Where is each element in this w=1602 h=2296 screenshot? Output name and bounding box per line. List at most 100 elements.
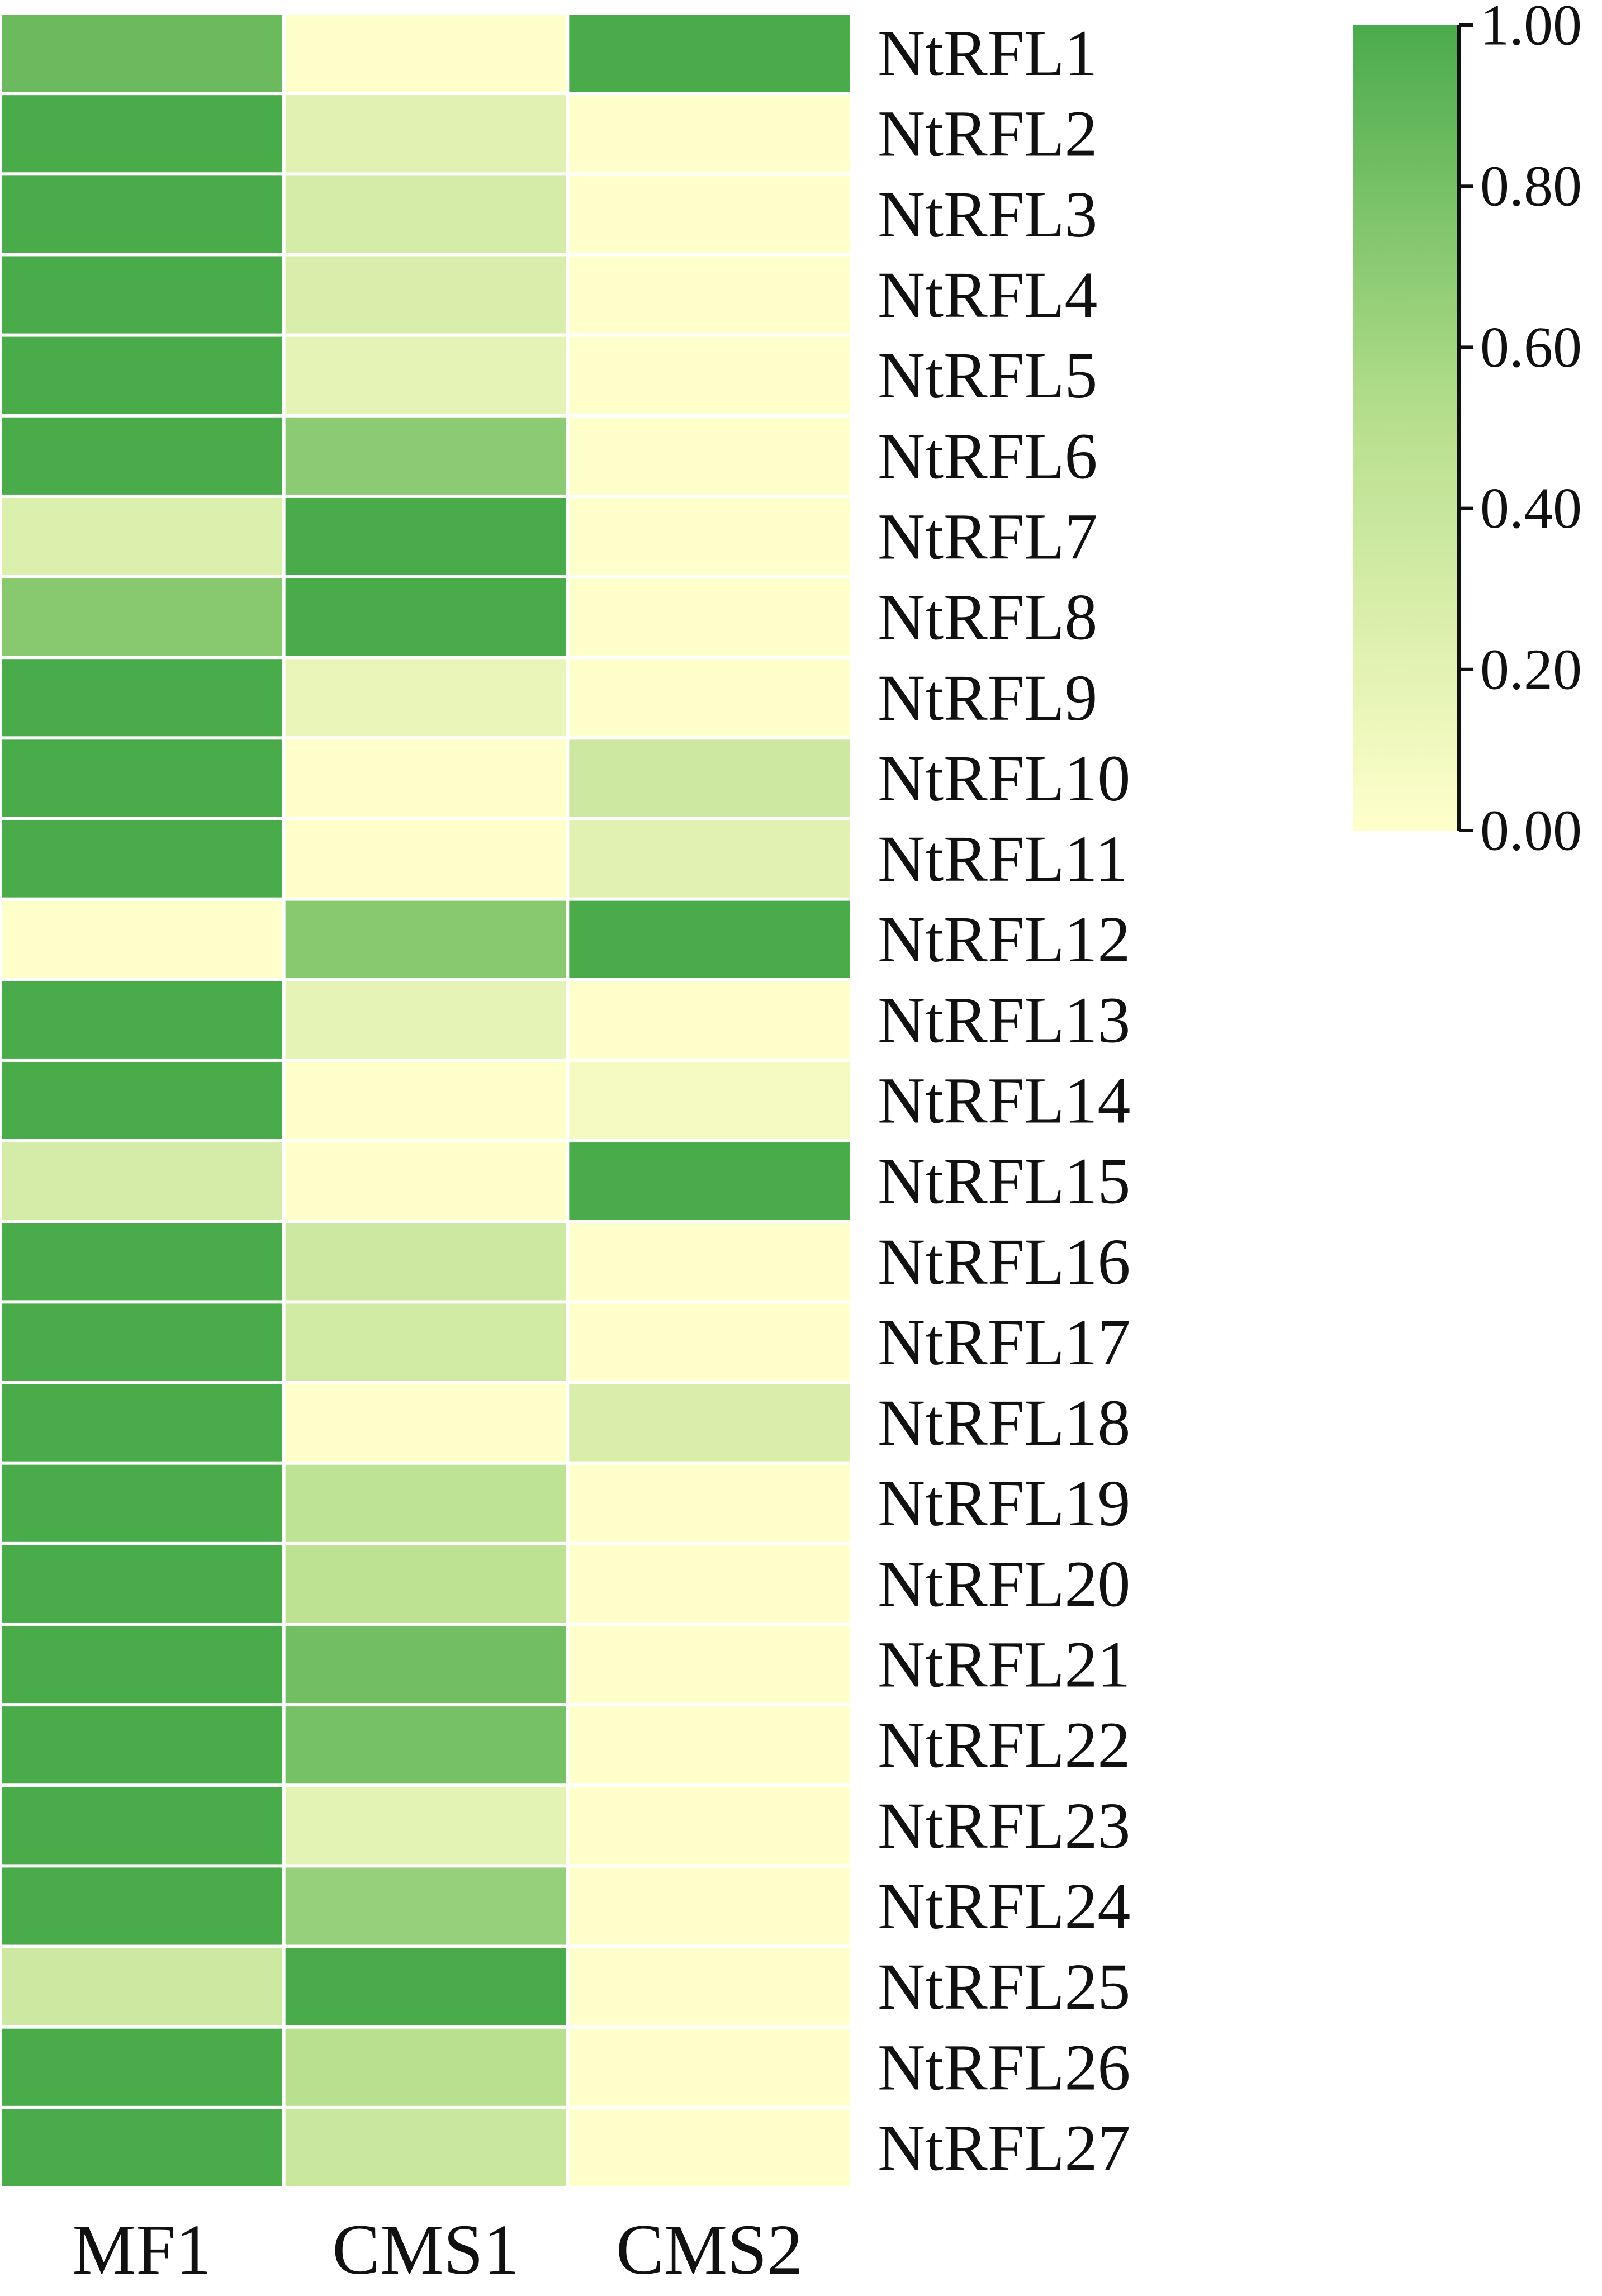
heatmap-cell-ntrfl22-cms2 xyxy=(569,1706,850,1784)
heatmap-cell-ntrfl27-cms2 xyxy=(569,2109,850,2186)
heatmap-cell-ntrfl9-mf1 xyxy=(2,659,282,737)
heatmap-cell-ntrfl16-cms1 xyxy=(285,1223,566,1301)
heatmap-cell-ntrfl22-mf1 xyxy=(2,1706,282,1784)
row-label-ntrfl4: NtRFL4 xyxy=(878,258,1097,331)
heatmap-cell-ntrfl15-mf1 xyxy=(2,1142,282,1220)
row-label-ntrfl21: NtRFL21 xyxy=(878,1628,1130,1701)
heatmap-cell-ntrfl24-cms2 xyxy=(569,1867,850,1945)
heatmap-cell-ntrfl5-mf1 xyxy=(2,336,282,414)
heatmap-cell-ntrfl18-cms2 xyxy=(569,1384,850,1462)
heatmap-cell-ntrfl14-cms1 xyxy=(285,1061,566,1140)
heatmap-cell-ntrfl2-mf1 xyxy=(2,95,282,173)
heatmap-cell-ntrfl10-cms1 xyxy=(285,739,566,817)
column-label-cms2: CMS2 xyxy=(616,2210,803,2289)
row-label-ntrfl26: NtRFL26 xyxy=(878,2031,1130,2104)
heatmap-cell-ntrfl24-cms1 xyxy=(285,1867,566,1945)
heatmap-cell-ntrfl21-cms2 xyxy=(569,1625,850,1704)
heatmap-cell-ntrfl10-cms2 xyxy=(569,739,850,817)
row-label-ntrfl3: NtRFL3 xyxy=(878,178,1097,251)
row-label-ntrfl20: NtRFL20 xyxy=(878,1547,1130,1620)
row-label-ntrfl1: NtRFL1 xyxy=(878,17,1097,90)
heatmap-cell-ntrfl1-mf1 xyxy=(2,15,282,92)
heatmap-cell-ntrfl25-cms2 xyxy=(569,1948,850,2025)
heatmap-cell-ntrfl4-cms2 xyxy=(569,256,850,334)
heatmap-cell-ntrfl14-mf1 xyxy=(2,1061,282,1140)
column-label-cms1: CMS1 xyxy=(332,2210,519,2289)
heatmap-cell-ntrfl14-cms2 xyxy=(569,1061,850,1140)
heatmap-cell-ntrfl5-cms2 xyxy=(569,336,850,414)
heatmap-cell-ntrfl21-cms1 xyxy=(285,1625,566,1704)
heatmap-cell-ntrfl2-cms2 xyxy=(569,95,850,173)
column-label-mf1: MF1 xyxy=(72,2210,211,2289)
colorbar-tick-label: 0.20 xyxy=(1480,637,1582,701)
row-label-ntrfl22: NtRFL22 xyxy=(878,1709,1130,1782)
heatmap-cell-ntrfl11-cms1 xyxy=(285,820,566,898)
heatmap-cells xyxy=(2,15,850,2186)
heatmap-cell-ntrfl19-cms2 xyxy=(569,1464,850,1542)
heatmap-cell-ntrfl23-cms2 xyxy=(569,1787,850,1865)
heatmap-cell-ntrfl25-cms1 xyxy=(285,1948,566,2025)
heatmap-cell-ntrfl10-mf1 xyxy=(2,739,282,817)
heatmap-cell-ntrfl6-mf1 xyxy=(2,417,282,495)
heatmap-cell-ntrfl6-cms1 xyxy=(285,417,566,495)
heatmap-cell-ntrfl7-mf1 xyxy=(2,497,282,576)
heatmap-cell-ntrfl9-cms1 xyxy=(285,659,566,737)
heatmap-cell-ntrfl18-mf1 xyxy=(2,1384,282,1462)
heatmap-cell-ntrfl3-cms2 xyxy=(569,175,850,253)
heatmap-cell-ntrfl4-cms1 xyxy=(285,256,566,334)
heatmap-cell-ntrfl3-mf1 xyxy=(2,175,282,253)
heatmap-cell-ntrfl11-mf1 xyxy=(2,820,282,898)
row-label-ntrfl18: NtRFL18 xyxy=(878,1386,1130,1459)
heatmap-cell-ntrfl19-cms1 xyxy=(285,1464,566,1542)
colorbar-tick-label: 0.80 xyxy=(1480,154,1582,219)
colorbar-tick-label: 0.60 xyxy=(1480,315,1582,379)
heatmap-cell-ntrfl27-mf1 xyxy=(2,2109,282,2186)
heatmap-cell-ntrfl23-cms1 xyxy=(285,1787,566,1865)
heatmap-cell-ntrfl7-cms1 xyxy=(285,497,566,576)
heatmap-cell-ntrfl21-mf1 xyxy=(2,1625,282,1704)
colorbar-tick-label: 0.40 xyxy=(1480,476,1582,540)
heatmap-cell-ntrfl19-mf1 xyxy=(2,1464,282,1542)
colorbar-tick-label: 1.00 xyxy=(1480,0,1582,58)
heatmap-cell-ntrfl6-cms2 xyxy=(569,417,850,495)
row-label-ntrfl23: NtRFL23 xyxy=(878,1789,1130,1862)
heatmap-cell-ntrfl20-mf1 xyxy=(2,1545,282,1623)
heatmap-cell-ntrfl7-cms2 xyxy=(569,497,850,576)
heatmap-cell-ntrfl12-mf1 xyxy=(2,900,282,978)
heatmap-cell-ntrfl11-cms2 xyxy=(569,820,850,898)
row-label-ntrfl11: NtRFL11 xyxy=(878,822,1128,895)
heatmap-cell-ntrfl3-cms1 xyxy=(285,175,566,253)
heatmap-cell-ntrfl26-cms1 xyxy=(285,2028,566,2106)
row-label-ntrfl5: NtRFL5 xyxy=(878,339,1097,412)
colorbar-gradient xyxy=(1353,25,1459,831)
heatmap-cell-ntrfl9-cms2 xyxy=(569,659,850,737)
heatmap-cell-ntrfl18-cms1 xyxy=(285,1384,566,1462)
colorbar: 1.00 0.80 0.60 0.40 0.20 0.00 xyxy=(1353,0,1582,863)
heatmap-cell-ntrfl25-mf1 xyxy=(2,1948,282,2025)
heatmap-cell-ntrfl12-cms1 xyxy=(285,900,566,978)
row-label-ntrfl2: NtRFL2 xyxy=(878,97,1097,170)
colorbar-ticks: 1.00 0.80 0.60 0.40 0.20 0.00 xyxy=(1459,0,1582,863)
heatmap-cell-ntrfl20-cms1 xyxy=(285,1545,566,1623)
row-label-ntrfl8: NtRFL8 xyxy=(878,581,1097,654)
row-label-ntrfl7: NtRFL7 xyxy=(878,500,1097,573)
row-label-ntrfl19: NtRFL19 xyxy=(878,1467,1130,1540)
column-labels: MF1 CMS1 CMS2 xyxy=(72,2210,803,2289)
heatmap-cell-ntrfl12-cms2 xyxy=(569,900,850,978)
row-label-ntrfl16: NtRFL16 xyxy=(878,1225,1130,1298)
heatmap-cell-ntrfl23-mf1 xyxy=(2,1787,282,1865)
heatmap-cell-ntrfl26-cms2 xyxy=(569,2028,850,2106)
heatmap-cell-ntrfl17-cms1 xyxy=(285,1303,566,1381)
heatmap-cell-ntrfl16-mf1 xyxy=(2,1223,282,1301)
heatmap-cell-ntrfl16-cms2 xyxy=(569,1223,850,1301)
row-label-ntrfl6: NtRFL6 xyxy=(878,419,1097,492)
heatmap-cell-ntrfl27-cms1 xyxy=(285,2109,566,2186)
heatmap-cell-ntrfl8-cms1 xyxy=(285,578,566,656)
heatmap-cell-ntrfl17-cms2 xyxy=(569,1303,850,1381)
colorbar-tick-label: 0.00 xyxy=(1480,799,1582,863)
row-label-ntrfl13: NtRFL13 xyxy=(878,983,1130,1056)
row-label-ntrfl27: NtRFL27 xyxy=(878,2111,1130,2184)
heatmap-cell-ntrfl17-mf1 xyxy=(2,1303,282,1381)
row-label-ntrfl10: NtRFL10 xyxy=(878,742,1130,815)
